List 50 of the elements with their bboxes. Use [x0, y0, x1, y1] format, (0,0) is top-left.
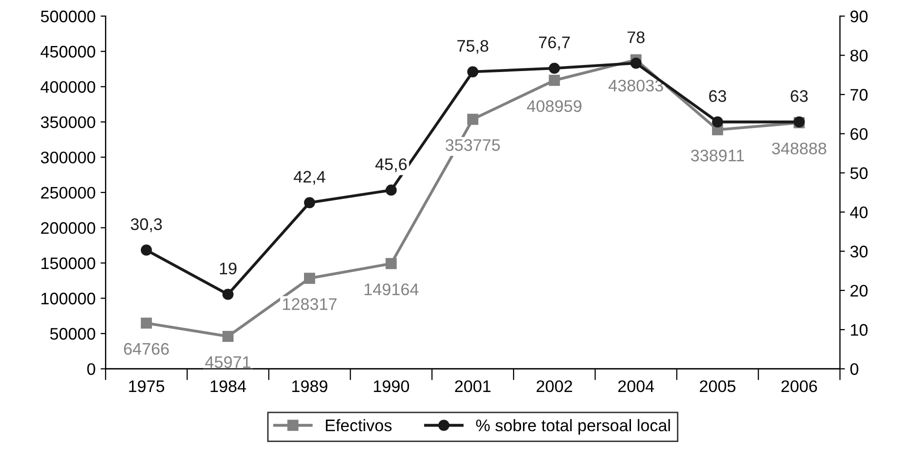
data-label: 75,8 — [457, 40, 488, 54]
y-tick-label: 100000 — [42, 292, 96, 304]
x-tick-label: 1990 — [374, 380, 410, 392]
y2-tick-label: 30 — [850, 246, 868, 258]
y2-tick-label: 70 — [850, 88, 868, 101]
data-label: 30,3 — [130, 218, 162, 232]
x-tick-label: 1975 — [129, 380, 164, 392]
y2-tick-label: 60 — [850, 128, 868, 140]
data-label: 338911 — [691, 150, 744, 162]
data-label: 63 — [709, 90, 726, 102]
x-tick-label: 1984 — [210, 380, 246, 392]
legend-label: Efectivos — [326, 419, 392, 432]
y2-tick-label: 20 — [850, 284, 868, 297]
x-tick-label: 2002 — [536, 380, 572, 392]
legend-label: % sobre total persoal local — [476, 419, 670, 435]
data-label: 45,6 — [375, 158, 407, 172]
y2-tick-label: 80 — [850, 50, 868, 62]
y-tick-label: 200000 — [41, 222, 96, 234]
x-tick-label: 2001 — [455, 380, 490, 392]
data-label: 19 — [220, 262, 236, 274]
y-tick-label: 400000 — [40, 81, 96, 93]
data-label: 45971 — [205, 356, 250, 368]
data-label: 63 — [790, 90, 808, 102]
data-label: 128317 — [283, 298, 337, 310]
data-label: 408959 — [526, 100, 582, 112]
y-tick-label: 450000 — [40, 46, 96, 58]
data-label: 353775 — [446, 139, 500, 151]
y-tick-label: 350000 — [40, 116, 96, 128]
y-tick-label: 50000 — [50, 328, 96, 340]
y-tick-label: 300000 — [40, 152, 96, 164]
y2-tick-label: 10 — [850, 324, 868, 336]
x-tick-label: 2004 — [618, 380, 654, 392]
y2-tick-label: 90 — [850, 10, 868, 22]
data-label: 76,7 — [539, 36, 570, 50]
y-tick-label: 250000 — [41, 186, 96, 199]
data-label: 64766 — [124, 343, 169, 355]
y2-tick-label: 50 — [850, 167, 868, 180]
data-label: 149164 — [364, 283, 418, 296]
data-label: 348888 — [772, 142, 826, 154]
x-tick-label: 2006 — [781, 380, 817, 392]
y-tick-label: 0 — [87, 363, 96, 376]
x-tick-label: 1989 — [292, 380, 328, 392]
y-tick-label: 150000 — [42, 257, 96, 270]
data-label: 438033 — [608, 80, 664, 92]
x-tick-label: 2005 — [700, 380, 736, 392]
y2-tick-label: 0 — [850, 363, 858, 376]
y2-tick-label: 40 — [850, 206, 868, 218]
y-tick-label: 500000 — [40, 10, 96, 22]
data-label: 78 — [628, 31, 645, 44]
data-label: 42,4 — [294, 170, 326, 185]
